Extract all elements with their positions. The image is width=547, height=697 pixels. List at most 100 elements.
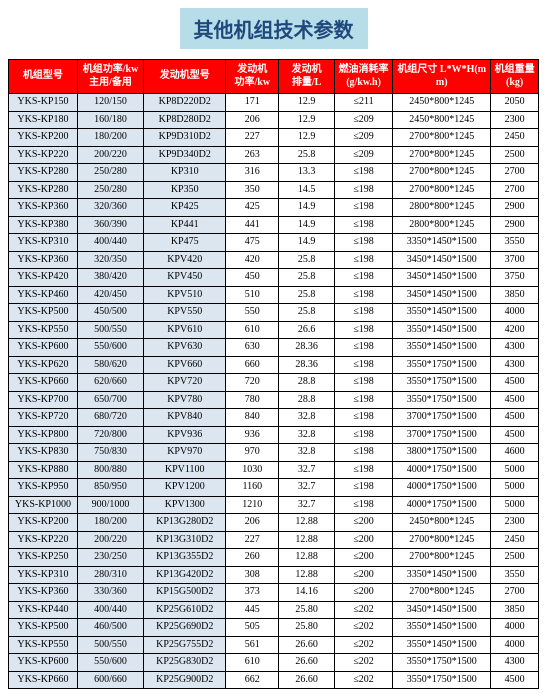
cell: 3700*1750*1500 xyxy=(393,409,491,427)
table-row: YKS-KP800720/800KPV93693632.8≤1983700*17… xyxy=(9,426,539,444)
cell: 260 xyxy=(226,549,279,567)
cell: ≤198 xyxy=(334,374,392,392)
cell: KP9D310D2 xyxy=(144,129,226,147)
col-header-0: 机组型号 xyxy=(9,60,78,94)
cell: 3550*1450*1500 xyxy=(393,304,491,322)
table-row: YKS-KP310280/310KP13G420D230812.88≤20033… xyxy=(9,566,539,584)
cell: 4500 xyxy=(491,374,539,392)
col-header-4: 发动机排量/L xyxy=(279,60,335,94)
cell: 800/880 xyxy=(77,461,143,479)
cell: 380/420 xyxy=(77,269,143,287)
cell: YKS-KP150 xyxy=(9,94,78,112)
cell: 25.8 xyxy=(279,251,335,269)
cell: 3450*1450*1500 xyxy=(393,269,491,287)
cell: 3450*1450*1500 xyxy=(393,286,491,304)
cell: ≤198 xyxy=(334,216,392,234)
cell: YKS-KP600 xyxy=(9,654,78,672)
cell: 230/250 xyxy=(77,549,143,567)
cell: KPV660 xyxy=(144,356,226,374)
table-row: YKS-KP550500/550KP25G755D256126.60≤20235… xyxy=(9,636,539,654)
cell: 3550*1750*1500 xyxy=(393,356,491,374)
cell: 12.9 xyxy=(279,111,335,129)
cell: 2500 xyxy=(491,549,539,567)
cell: 25.80 xyxy=(279,601,335,619)
page-title: 其他机组技术参数 xyxy=(180,8,368,49)
cell: ≤209 xyxy=(334,129,392,147)
cell: 280/310 xyxy=(77,566,143,584)
cell: 25.8 xyxy=(279,304,335,322)
cell: KP425 xyxy=(144,199,226,217)
table-row: YKS-KP660620/660KPV72072028.8≤1983550*17… xyxy=(9,374,539,392)
cell: 3550*1750*1500 xyxy=(393,654,491,672)
cell: 25.80 xyxy=(279,619,335,637)
cell: YKS-KP550 xyxy=(9,321,78,339)
cell: 250/280 xyxy=(77,164,143,182)
cell: 4000 xyxy=(491,636,539,654)
cell: 3550 xyxy=(491,566,539,584)
cell: YKS-KP830 xyxy=(9,444,78,462)
cell: 12.9 xyxy=(279,94,335,112)
cell: 650/700 xyxy=(77,391,143,409)
cell: 550 xyxy=(226,304,279,322)
cell: 171 xyxy=(226,94,279,112)
cell: 14.9 xyxy=(279,234,335,252)
cell: 12.88 xyxy=(279,566,335,584)
cell: YKS-KP380 xyxy=(9,216,78,234)
cell: 3850 xyxy=(491,286,539,304)
cell: 2450*800*1245 xyxy=(393,514,491,532)
cell: 720 xyxy=(226,374,279,392)
table-row: YKS-KP500460/500KP25G690D250525.80≤20235… xyxy=(9,619,539,637)
table-row: YKS-KP250230/250KP13G355D226012.88≤20027… xyxy=(9,549,539,567)
col-header-2: 发动机型号 xyxy=(144,60,226,94)
table-row: YKS-KP420380/420KPV45045025.8≤1983450*14… xyxy=(9,269,539,287)
cell: KP25G610D2 xyxy=(144,601,226,619)
table-row: YKS-KP620580/620KPV66066028.36≤1983550*1… xyxy=(9,356,539,374)
cell: 4000*1750*1500 xyxy=(393,479,491,497)
cell: YKS-KP500 xyxy=(9,619,78,637)
cell: 630 xyxy=(226,339,279,357)
cell: YKS-KP280 xyxy=(9,164,78,182)
cell: 610 xyxy=(226,321,279,339)
table-row: YKS-KP1000900/1000KPV1300121032.7≤198400… xyxy=(9,496,539,514)
cell: KP25G690D2 xyxy=(144,619,226,637)
cell: 2450 xyxy=(491,531,539,549)
cell: 2700*800*1245 xyxy=(393,549,491,567)
cell: 510 xyxy=(226,286,279,304)
cell: 500/550 xyxy=(77,321,143,339)
cell: 3550 xyxy=(491,234,539,252)
cell: 4000*1750*1500 xyxy=(393,496,491,514)
cell: 32.7 xyxy=(279,461,335,479)
table-row: YKS-KP380360/390KP44144114.9≤1982800*800… xyxy=(9,216,539,234)
cell: KP8D220D2 xyxy=(144,94,226,112)
cell: 505 xyxy=(226,619,279,637)
cell: 400/440 xyxy=(77,601,143,619)
cell: KP8D280D2 xyxy=(144,111,226,129)
cell: 316 xyxy=(226,164,279,182)
cell: 26.60 xyxy=(279,654,335,672)
cell: KPV1200 xyxy=(144,479,226,497)
table-row: YKS-KP600550/600KPV63063028.36≤1983550*1… xyxy=(9,339,539,357)
cell: 160/180 xyxy=(77,111,143,129)
cell: 3700 xyxy=(491,251,539,269)
cell: 1160 xyxy=(226,479,279,497)
cell: YKS-KP250 xyxy=(9,549,78,567)
cell: 2450*800*1245 xyxy=(393,94,491,112)
cell: YKS-KP950 xyxy=(9,479,78,497)
cell: 1030 xyxy=(226,461,279,479)
cell: 32.7 xyxy=(279,496,335,514)
cell: 4600 xyxy=(491,444,539,462)
cell: 900/1000 xyxy=(77,496,143,514)
cell: ≤198 xyxy=(334,409,392,427)
cell: YKS-KP800 xyxy=(9,426,78,444)
cell: ≤200 xyxy=(334,514,392,532)
cell: 2700*800*1245 xyxy=(393,146,491,164)
cell: 2700 xyxy=(491,584,539,602)
cell: 3800*1750*1500 xyxy=(393,444,491,462)
cell: ≤198 xyxy=(334,479,392,497)
cell: 12.88 xyxy=(279,549,335,567)
cell: 445 xyxy=(226,601,279,619)
cell: 206 xyxy=(226,514,279,532)
cell: YKS-KP660 xyxy=(9,374,78,392)
cell: 373 xyxy=(226,584,279,602)
cell: ≤202 xyxy=(334,671,392,689)
